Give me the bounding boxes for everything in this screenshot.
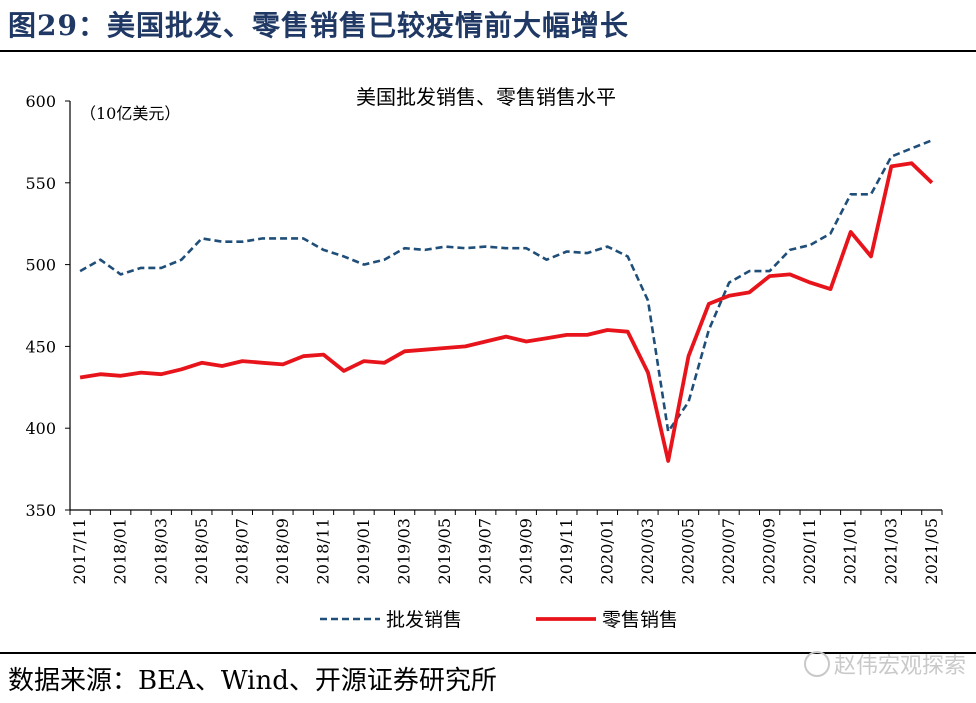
- x-tick-label: 2021/05: [922, 518, 941, 584]
- x-tick-label: 2019/05: [435, 518, 454, 584]
- watermark: 赵伟宏观探索: [803, 648, 966, 680]
- x-tick-label: 2020/01: [597, 518, 616, 584]
- chart: 350 400 450 500 550 600 2017/11 2018/01 2018/03 2…: [25, 85, 943, 631]
- x-tick-label: 2019/07: [476, 518, 495, 584]
- series-line-1: [79, 161, 934, 463]
- watermark-text: 赵伟宏观探索: [833, 654, 966, 679]
- figure-title: 图29：美国批发、零售销售已较疫情前大幅增长: [8, 9, 629, 42]
- legend-label-0: 批发销售: [386, 609, 462, 631]
- x-tick-label: 2018/07: [232, 518, 251, 584]
- unit-label: （10亿美元）: [80, 104, 180, 123]
- x-tick-label: 2020/07: [719, 518, 738, 584]
- y-tick-label: 600: [25, 92, 56, 111]
- x-tick-label: 2018/09: [273, 518, 292, 584]
- x-tick-label: 2018/05: [192, 518, 211, 584]
- bottom-rule: [0, 652, 976, 654]
- x-tick-label: 2020/03: [638, 518, 657, 584]
- x-tick-label: 2020/05: [679, 518, 698, 584]
- y-tick-label: 450: [25, 337, 56, 356]
- x-tick-label: 2020/09: [760, 518, 779, 584]
- y-tick-label: 550: [25, 174, 56, 193]
- y-tick-label: 400: [25, 419, 56, 438]
- x-tick-label: 2019/11: [557, 518, 576, 584]
- x-tick-label: 2019/01: [354, 518, 373, 584]
- x-tick-label: 2021/03: [881, 518, 900, 584]
- y-tick-label: 350: [25, 501, 56, 520]
- top-rule: [0, 50, 976, 52]
- x-tick-label: 2018/03: [151, 518, 170, 584]
- x-tick-label: 2018/11: [313, 518, 332, 584]
- chart-title: 美国批发销售、零售销售水平: [356, 85, 616, 109]
- x-tick-label: 2018/01: [111, 518, 130, 584]
- x-tick-label: 2017/11: [70, 518, 89, 584]
- legend-label-1: 零售销售: [602, 609, 678, 631]
- x-tick-label: 2019/09: [516, 518, 535, 584]
- source-note: 数据来源：BEA、Wind、开源证券研究所: [8, 666, 497, 696]
- series-line-0: [79, 139, 933, 433]
- y-tick-label: 500: [25, 256, 56, 275]
- wechat-icon: [803, 651, 830, 677]
- x-tick-label: 2019/03: [395, 518, 414, 584]
- x-tick-label: 2021/01: [841, 518, 860, 584]
- x-tick-label: 2020/11: [800, 518, 819, 584]
